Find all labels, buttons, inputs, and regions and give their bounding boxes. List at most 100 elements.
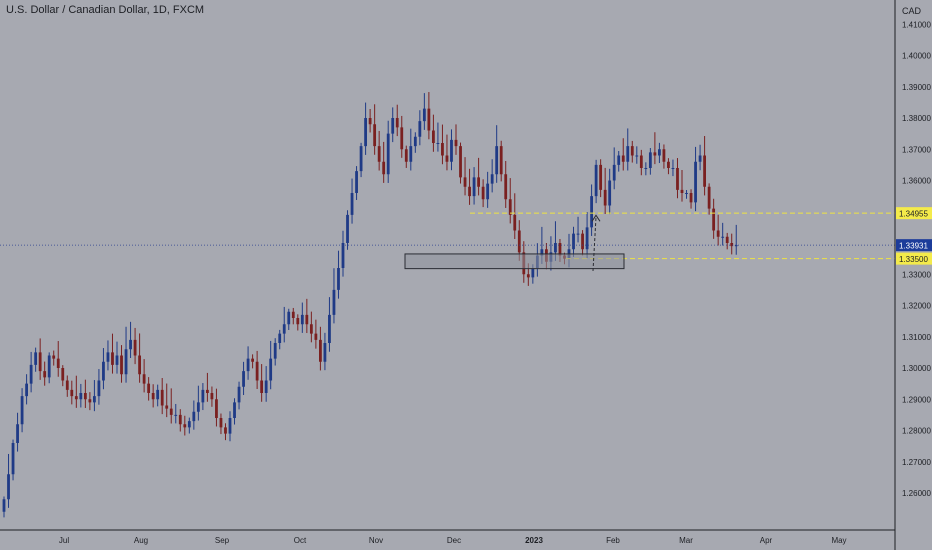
candle xyxy=(233,398,236,425)
candle xyxy=(676,158,679,199)
time-tick-label: Nov xyxy=(369,536,383,545)
candle xyxy=(88,392,92,411)
time-tick-label: May xyxy=(831,536,846,545)
price-tick-label: 1.39000 xyxy=(902,83,931,92)
candle xyxy=(138,333,141,383)
candle xyxy=(16,412,19,452)
candle xyxy=(25,374,28,405)
candle xyxy=(246,346,250,380)
candle xyxy=(707,183,711,215)
candle xyxy=(716,214,720,246)
candle xyxy=(291,307,295,325)
candle xyxy=(2,496,6,518)
candle xyxy=(224,423,227,441)
candle xyxy=(712,198,716,239)
candle xyxy=(332,268,336,324)
candle xyxy=(20,388,24,433)
candle xyxy=(698,144,702,171)
candle xyxy=(364,102,367,155)
last-price-label: 1.33931 xyxy=(896,239,932,252)
candle xyxy=(694,146,697,212)
candle xyxy=(472,167,476,205)
candle xyxy=(427,92,431,140)
price-axis[interactable]: 1.26000 1.27000 1.28000 1.29000 1.30000 1.310… xyxy=(896,0,932,498)
price-tick-label: 1.34955 xyxy=(899,210,928,219)
candle xyxy=(115,341,119,374)
candle xyxy=(165,383,169,418)
candle xyxy=(219,413,223,435)
candle xyxy=(83,379,87,408)
candle xyxy=(477,157,480,196)
candle xyxy=(142,359,146,393)
candle xyxy=(169,388,173,424)
candle xyxy=(463,157,467,196)
candle xyxy=(441,124,444,165)
candle xyxy=(391,107,395,143)
candle xyxy=(79,383,83,408)
candle xyxy=(156,384,160,407)
projection-arrow-icon xyxy=(591,214,601,272)
candle xyxy=(630,140,634,163)
time-tick-label: Dec xyxy=(447,536,461,545)
candle xyxy=(269,340,273,390)
time-tick-label: Feb xyxy=(606,536,620,545)
time-tick-label: 2023 xyxy=(525,536,543,545)
candle xyxy=(147,377,151,401)
price-tick-label: 1.32000 xyxy=(902,302,931,311)
price-tick-label: 1.38000 xyxy=(902,114,931,123)
candle xyxy=(400,115,404,158)
time-tick-label: Jul xyxy=(59,536,69,545)
price-tick-label: 1.41000 xyxy=(902,20,931,29)
candle xyxy=(47,352,51,384)
candle xyxy=(445,134,449,171)
candle xyxy=(685,190,688,199)
time-tick-label: Mar xyxy=(679,536,693,545)
candle xyxy=(56,341,60,377)
price-tick-label: 1.37000 xyxy=(902,145,931,154)
candle xyxy=(653,132,657,165)
candle xyxy=(621,138,625,171)
candle xyxy=(309,311,313,343)
candle xyxy=(264,366,268,402)
candle xyxy=(454,124,458,155)
symbol-title[interactable]: U.S. Dollar / Canadian Dollar, 1D, FXCM xyxy=(6,4,205,16)
candle xyxy=(93,380,96,412)
time-axis[interactable]: Jul Aug Sep Oct Nov Dec 2023 Feb Mar Apr May xyxy=(59,536,847,545)
candle xyxy=(282,306,286,343)
candle xyxy=(576,216,580,243)
price-tick-label: 1.33931 xyxy=(899,242,928,251)
candle xyxy=(178,409,182,432)
candle xyxy=(508,178,512,224)
candle xyxy=(52,350,56,366)
support-zone[interactable] xyxy=(404,253,625,270)
candle xyxy=(368,108,372,133)
candle xyxy=(373,104,377,155)
candle xyxy=(359,142,363,178)
candle xyxy=(323,332,327,371)
candle xyxy=(667,158,670,175)
candle xyxy=(490,159,494,193)
price-tick-label: 1.33000 xyxy=(902,270,931,279)
candle xyxy=(337,250,340,299)
candle xyxy=(124,326,128,383)
price-tick-label: 1.33500 xyxy=(899,255,928,264)
candle xyxy=(648,148,652,175)
candle xyxy=(228,411,232,442)
candle xyxy=(151,384,155,408)
candle xyxy=(725,232,729,250)
candle xyxy=(395,104,399,137)
support-zone-rect[interactable] xyxy=(404,253,625,270)
candle xyxy=(468,168,471,205)
price-tick-label: 1.31000 xyxy=(902,333,931,342)
candle xyxy=(319,326,322,371)
candle xyxy=(242,361,245,396)
candle xyxy=(594,159,598,204)
candle xyxy=(481,179,485,208)
candle xyxy=(680,170,684,202)
candle xyxy=(413,132,417,153)
candle xyxy=(133,327,137,365)
candle xyxy=(599,159,603,198)
candle xyxy=(504,160,508,208)
